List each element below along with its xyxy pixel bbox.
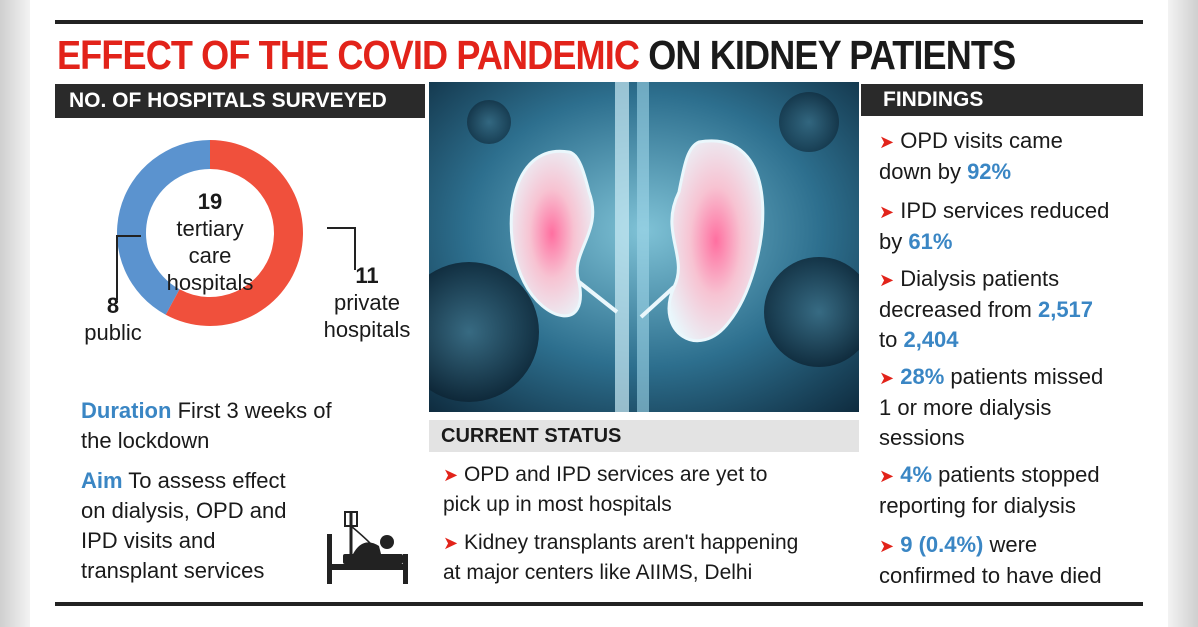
finding-6-a: were xyxy=(983,532,1038,557)
arrow-icon: ➤ xyxy=(879,132,895,152)
bottom-rule xyxy=(55,602,1143,606)
status-item-2-line1: Kidney transplants aren't happening xyxy=(463,531,799,554)
finding-4-hl: 28% xyxy=(900,364,945,389)
status-item-2-line2: at major centers like AIIMS, Delhi xyxy=(443,561,753,584)
finding-3-hl1: 2,517 xyxy=(1037,297,1094,322)
right-edge-shade xyxy=(1168,0,1198,627)
arrow-icon: ➤ xyxy=(879,536,895,556)
donut-center-line3: hospitals xyxy=(166,270,254,295)
finding-3: ➤ Dialysis patients decreased from 2,517… xyxy=(879,264,1141,355)
status-item-2: ➤ Kidney transplants aren't happening at… xyxy=(443,528,853,588)
finding-6: ➤ 9 (0.4%) were confirmed to have died xyxy=(879,530,1141,591)
finding-4: ➤ 28% patients missed 1 or more dialysis… xyxy=(879,362,1141,453)
private-text-1: private xyxy=(333,290,401,315)
finding-1-hl: 92% xyxy=(967,159,1012,184)
findings-header: FINDINGS xyxy=(861,84,1143,116)
infographic: EFFECT OF THE COVID PANDEMIC ON KIDNEY P… xyxy=(55,20,1143,606)
hospital-bed-icon xyxy=(327,511,408,584)
headline-dark: ON KIDNEY PATIENTS xyxy=(648,32,1016,78)
finding-2: ➤ IPD services reduced by 61% xyxy=(879,196,1141,257)
aim-line-3: IPD visits and xyxy=(81,528,216,553)
arrow-icon: ➤ xyxy=(879,466,895,486)
finding-1-b: down by xyxy=(879,159,968,184)
finding-5-b: reporting for dialysis xyxy=(879,493,1076,518)
finding-3-b: decreased from xyxy=(879,297,1038,322)
public-label: 8 public xyxy=(73,292,153,346)
arrow-icon: ➤ xyxy=(443,465,459,485)
hospitals-surveyed-header: NO. OF HOSPITALS SURVEYED xyxy=(55,84,425,118)
top-rule xyxy=(55,20,1143,24)
headline: EFFECT OF THE COVID PANDEMIC ON KIDNEY P… xyxy=(57,32,1016,79)
finding-4-a: patients missed xyxy=(944,364,1104,389)
duration-text-2: the lockdown xyxy=(81,428,210,453)
leader-line-private xyxy=(327,227,356,270)
findings-label: FINDINGS xyxy=(883,88,984,111)
private-label: 11 private hospitals xyxy=(313,262,421,343)
status-item-1-line2: pick up in most hospitals xyxy=(443,493,672,516)
aim-line-4: transplant services xyxy=(81,558,265,583)
finding-6-hl: 9 (0.4%) xyxy=(900,532,984,557)
public-text: public xyxy=(84,320,142,345)
private-text-2: hospitals xyxy=(323,317,411,342)
finding-6-b: confirmed to have died xyxy=(879,563,1102,588)
finding-5-a: patients stopped xyxy=(932,462,1100,487)
finding-3-hl2: 2,404 xyxy=(903,327,959,352)
leader-line-public xyxy=(116,235,141,300)
finding-5-hl: 4% xyxy=(900,462,933,487)
current-status-label: CURRENT STATUS xyxy=(441,425,622,447)
finding-1: ➤ OPD visits came down by 92% xyxy=(879,126,1141,187)
finding-2-b: by xyxy=(879,229,909,254)
donut-total: 19 xyxy=(197,189,223,214)
finding-3-a: Dialysis patients xyxy=(900,266,1060,291)
aim-line-2: on dialysis, OPD and xyxy=(81,498,287,523)
finding-5: ➤ 4% patients stopped reporting for dial… xyxy=(879,460,1141,521)
current-status-header: CURRENT STATUS xyxy=(429,420,859,452)
hospitals-donut-chart xyxy=(116,140,303,326)
public-value: 8 xyxy=(106,293,120,318)
arrow-icon: ➤ xyxy=(879,202,895,222)
arrow-icon: ➤ xyxy=(879,270,895,290)
donut-center-label: 19 tertiary care hospitals xyxy=(163,188,257,296)
finding-4-c: sessions xyxy=(879,425,965,450)
finding-3-c: to xyxy=(879,327,904,352)
aim-line-1: To assess effect xyxy=(128,468,286,493)
slice-public xyxy=(116,140,210,315)
private-value: 11 xyxy=(355,263,379,288)
finding-2-hl: 61% xyxy=(908,229,953,254)
duration-text-1: First 3 weeks of xyxy=(177,398,332,423)
arrow-icon: ➤ xyxy=(879,368,895,388)
finding-1-a: OPD visits came xyxy=(900,128,1063,153)
aim-key: Aim xyxy=(81,468,123,493)
finding-2-a: IPD services reduced xyxy=(900,198,1110,223)
leader-lines xyxy=(116,227,356,300)
arrow-icon: ➤ xyxy=(443,533,459,553)
duration-info: Duration First 3 weeks of the lockdown xyxy=(81,396,332,456)
status-item-1-line1: OPD and IPD services are yet to xyxy=(463,463,768,486)
donut-center-line2: care xyxy=(188,243,232,268)
headline-red: EFFECT OF THE COVID PANDEMIC xyxy=(57,32,640,78)
status-item-1: ➤ OPD and IPD services are yet to pick u… xyxy=(443,460,853,520)
finding-4-b: 1 or more dialysis xyxy=(879,395,1052,420)
aim-info: Aim To assess effect on dialysis, OPD an… xyxy=(81,466,286,586)
slice-private xyxy=(165,140,303,326)
duration-key: Duration xyxy=(81,398,172,423)
left-edge-shade xyxy=(0,0,30,627)
hospitals-surveyed-label: NO. OF HOSPITALS SURVEYED xyxy=(69,89,387,112)
donut-center-line1: tertiary xyxy=(176,216,244,241)
kidney-illustration xyxy=(429,82,859,412)
